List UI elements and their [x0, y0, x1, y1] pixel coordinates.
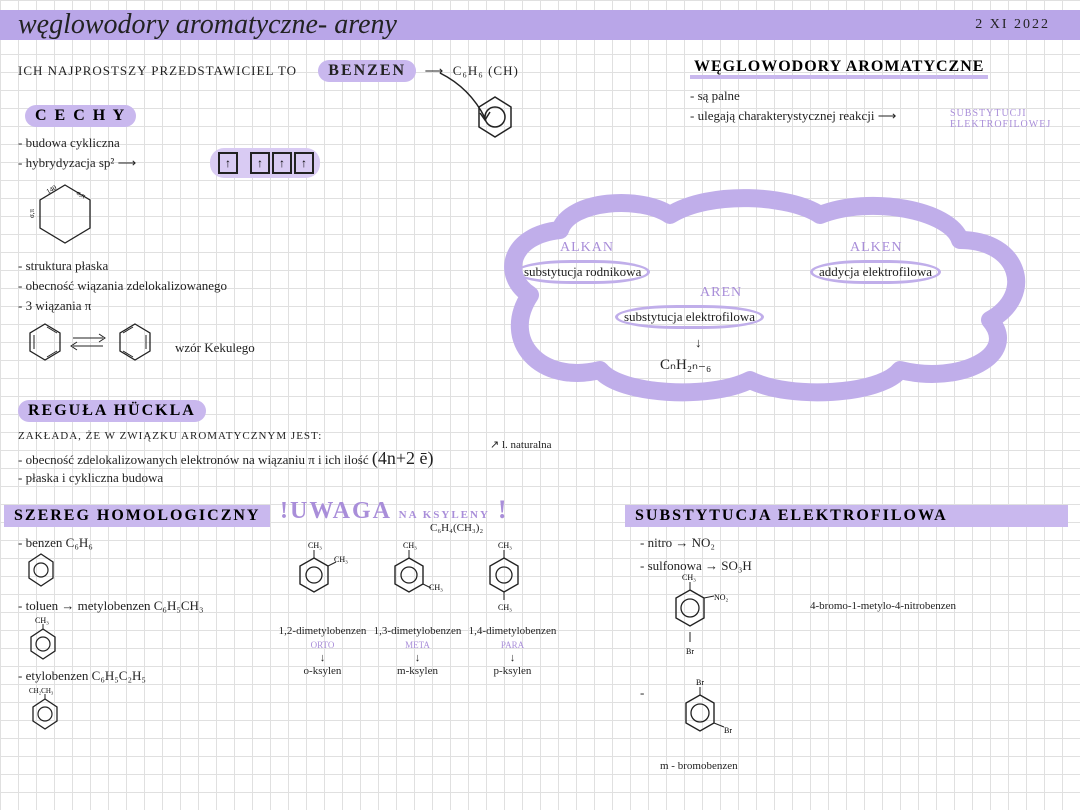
xylene-1-alias: o-ksylen: [275, 665, 370, 677]
szereg-item-3: - etylobenzen C₆H₅C₂H₅: [18, 668, 146, 684]
huckel-item2: - płaska i cykliczna budowa: [18, 470, 163, 486]
cloud-icon: [460, 185, 1050, 405]
svg-text:Br: Br: [724, 726, 732, 735]
cloud-aren-t: substytucja elektrofilowa: [615, 305, 764, 329]
svg-text:σ,π: σ,π: [75, 189, 87, 201]
compound2-icon: Br Br: [660, 675, 760, 765]
compound1-label: 4-bromo-1-metylo-4-nitrobenzen: [810, 600, 956, 612]
svg-text:NO₂: NO₂: [714, 593, 729, 602]
cechy-item-5: - 3 wiązania π: [18, 298, 91, 314]
svg-text:CH₃: CH₃: [334, 555, 348, 564]
svg-text:Br: Br: [686, 647, 694, 656]
cloud-alken-t: addycja elektrofilowa: [810, 260, 941, 284]
compound1-icon: CH₃ NO₂ Br: [650, 570, 750, 660]
szereg-section: SZEREG HOMOLOGICZNY: [4, 505, 270, 527]
orbital-box-icon: ↑: [250, 152, 270, 174]
arom-arrow-target: SUBSTYTUCJI ELEKTROFILOWEJ: [950, 108, 1080, 130]
svg-text:CH₂CH₃: CH₂CH₃: [29, 687, 54, 695]
huckel-heading: REGUŁA HÜCKLA: [18, 400, 206, 422]
title-bar: węglowodory aromatyczne- areny 2 XI 2022: [0, 10, 1080, 40]
cloud-alkan-h: ALKAN: [560, 240, 614, 256]
szereg-item-2: - toluen → metylobenzen C₆H₅CH₃: [18, 598, 203, 614]
huckel-section: REGUŁA HÜCKLA: [18, 400, 206, 422]
orbital-highlight: ↑ ↑ ↑ ↑: [210, 148, 320, 178]
arom-item-2: - ulegają charakterystycznej reakcji ⟶: [690, 108, 896, 124]
orbital-box-icon: ↑: [294, 152, 314, 174]
xylene-3-name: 1,4-dimetylobenzen: [465, 625, 560, 637]
subst-dash: -: [640, 685, 644, 701]
arom-heading: WĘGLOWODORY AROMATYCZNE: [690, 58, 988, 79]
cloud-alkan-t: substytucja rodnikowa: [515, 260, 650, 284]
svg-text:CH₃: CH₃: [498, 541, 512, 550]
uwaga-formula: C₆H₄(CH₃)₂: [430, 522, 483, 534]
svg-text:σ,π: σ,π: [28, 208, 36, 218]
toluene-icon: CH₃: [25, 615, 65, 659]
svg-text:CH₃: CH₃: [498, 603, 512, 612]
xylene-2-alias: m-ksylen: [370, 665, 465, 677]
arom-section: WĘGLOWODORY AROMATYCZNE: [690, 58, 988, 76]
xylene-3-arrow: ↓: [465, 652, 560, 664]
szereg-heading: SZEREG HOMOLOGICZNY: [4, 505, 270, 527]
cechy-heading: C E C H Y: [25, 105, 136, 127]
benzen-label: BENZEN: [318, 60, 416, 82]
subst-item-1: - nitro → NO₂: [640, 535, 715, 551]
ethylbenzene-icon: CH₂CH₃: [25, 685, 75, 729]
subst-heading: SUBSTYTUCJA ELEKTROFILOWA: [625, 505, 1068, 527]
bond-hexagon-icon: 140 σ,π σ,π: [30, 180, 100, 250]
cloud-arrow-down: ↓: [695, 335, 702, 351]
cechy-item-4: - obecność wiązania zdelokalizowanego: [18, 278, 227, 294]
cloud-alken-h: ALKEN: [850, 240, 902, 256]
huckel-formula: (4n+2 ē): [372, 448, 434, 468]
meta-xylene-icon: CH₃ CH₃: [375, 540, 455, 620]
svg-text:CH₃: CH₃: [35, 616, 49, 625]
cloud-formula: CₙH₂ₙ₋₆: [660, 355, 711, 374]
page-date: 2 XI 2022: [975, 17, 1050, 33]
svg-text:CH₃: CH₃: [682, 573, 696, 582]
svg-text:CH₃: CH₃: [308, 541, 322, 550]
arom-item-1: - są palne: [690, 88, 740, 104]
cloud-aren-h: AREN: [700, 285, 742, 301]
kekule-label: wzór Kekulego: [175, 340, 255, 356]
huckel-line1: ZAKŁADA, ŻE W ZWIĄZKU AROMATYCZNYM JEST:: [18, 430, 322, 442]
xylene-2-arrow: ↓: [370, 652, 465, 664]
xylene-1-name: 1,2-dimetylobenzen: [275, 625, 370, 637]
orbital-box-icon: ↑: [218, 152, 238, 174]
cechy-item-3: - struktura płaska: [18, 258, 108, 274]
huckel-formula-note: ↗ l. naturalna: [490, 438, 551, 451]
benzene-ring-icon: [475, 95, 515, 141]
orbital-box-icon: ↑: [272, 152, 292, 174]
page-title: węglowodory aromatyczne- areny: [18, 9, 397, 41]
ortho-xylene-icon: CH₃ CH₃: [280, 540, 360, 620]
subst-section: SUBSTYTUCJA ELEKTROFILOWA: [625, 505, 1068, 527]
xylene-2-name: 1,3-dimetylobenzen: [370, 625, 465, 637]
compound2-label: m - bromobenzen: [660, 760, 738, 772]
xylene-1-arrow: ↓: [275, 652, 370, 664]
xylene-3-pos: PARA: [465, 640, 560, 650]
benzene-icon: [25, 552, 57, 588]
svg-text:Br: Br: [696, 678, 704, 687]
xylene-2-pos: META: [370, 640, 465, 650]
svg-text:CH₃: CH₃: [403, 541, 417, 550]
uwaga-heading: !UWAGA NA KSYLENY !: [280, 495, 509, 525]
cechy-item-2: - hybrydyzacja sp² ⟶: [18, 155, 136, 171]
xylene-1-pos: ORTO: [275, 640, 370, 650]
para-xylene-icon: CH₃ CH₃: [470, 540, 550, 630]
cechy-item-1: - budowa cykliczna: [18, 135, 120, 151]
huckel-item1: - obecność zdelokalizowanych elektronów …: [18, 448, 433, 469]
svg-text:140: 140: [45, 183, 59, 195]
cechy-section: C E C H Y: [25, 105, 136, 127]
xylene-3-alias: p-ksylen: [465, 665, 560, 677]
szereg-item-1: - benzen C₆H₆: [18, 535, 93, 551]
